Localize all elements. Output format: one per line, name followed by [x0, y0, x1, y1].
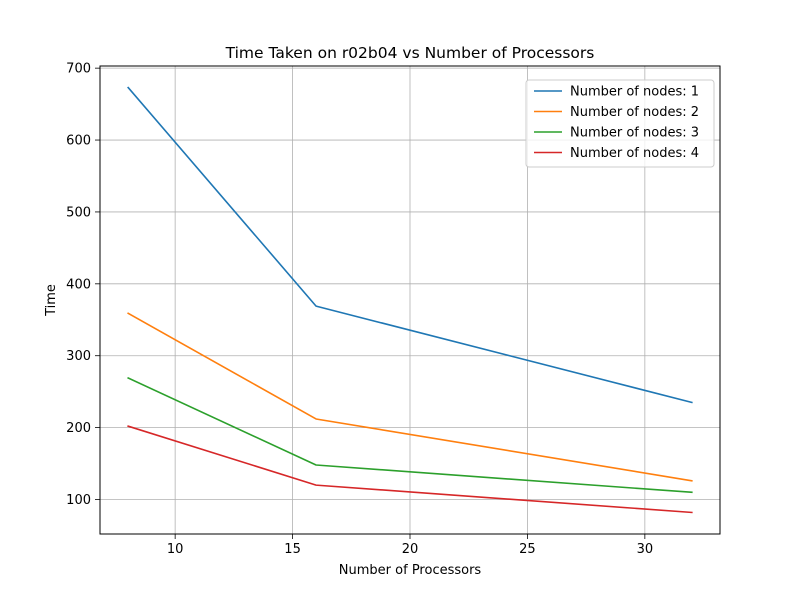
series-layer	[127, 86, 693, 514]
grid-layer	[100, 66, 720, 534]
y-tick-label: 600	[66, 134, 91, 149]
y-tick-label: 400	[66, 277, 91, 292]
series-line-nodes-3	[127, 376, 693, 494]
chart-title: Time Taken on r02b04 vs Number of Proces…	[225, 44, 595, 62]
x-tick-label: 30	[637, 542, 654, 557]
x-tick-label: 15	[284, 542, 301, 557]
legend-entry: Number of nodes: 3	[570, 126, 699, 141]
y-tick-label: 100	[66, 493, 91, 508]
legend: Number of nodes: 1 Number of nodes: 2 Numb…	[525, 79, 715, 168]
legend-entry: Number of nodes: 1	[570, 85, 699, 100]
y-tick-label: 200	[66, 421, 91, 436]
x-axis-label: Number of Processors	[339, 563, 482, 578]
x-tick-label: 20	[402, 542, 419, 557]
y-tick-label: 500	[66, 205, 91, 220]
x-tick-label: 10	[167, 542, 184, 557]
series-line-nodes-2	[127, 312, 693, 482]
legend-entry: Number of nodes: 4	[570, 146, 699, 161]
legend-box	[525, 79, 715, 168]
legend-entry: Number of nodes: 2	[570, 105, 699, 120]
y-tick-label: 300	[66, 349, 91, 364]
series-line-nodes-4	[127, 425, 693, 514]
y-axis-label: Time	[44, 284, 59, 317]
x-tick-label: 25	[519, 542, 536, 557]
y-tick-label: 700	[66, 62, 91, 77]
tick-layer: 10 15 20 25 30 100 200 300 400 500 600 700	[66, 62, 653, 557]
series-line-nodes-1	[127, 86, 693, 404]
